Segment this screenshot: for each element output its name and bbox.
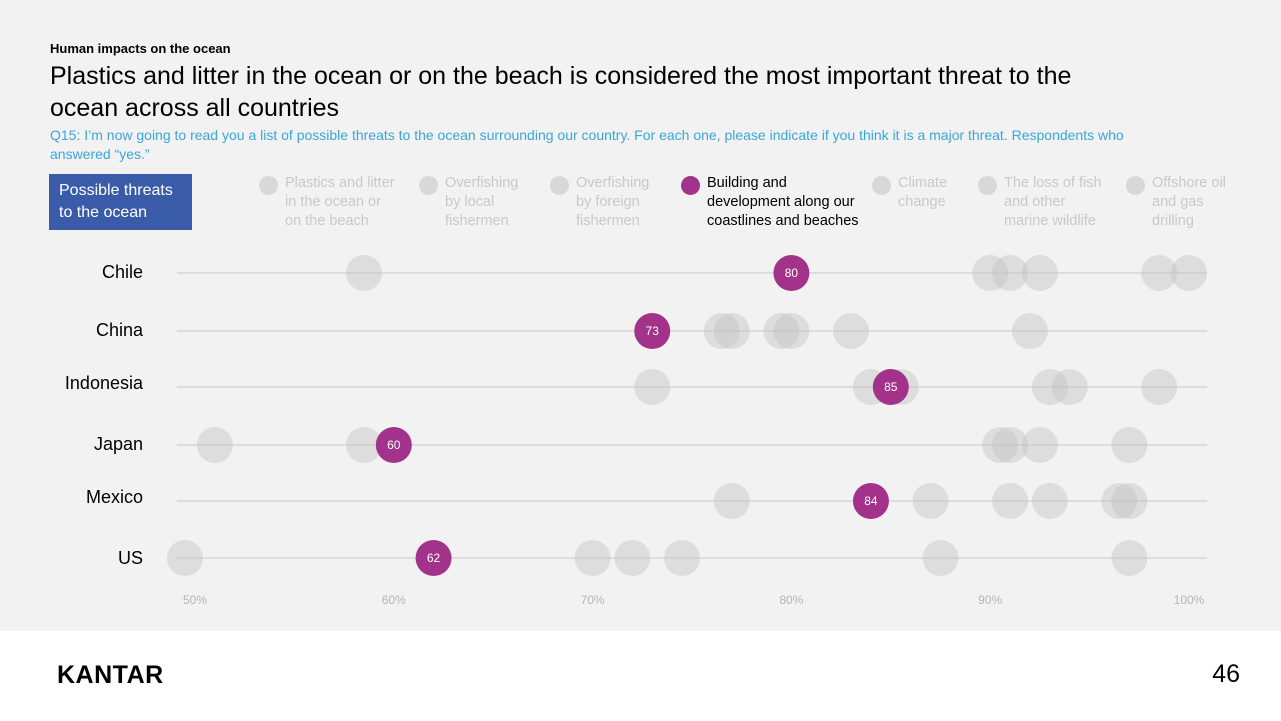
country-label: China bbox=[96, 320, 144, 340]
legend-dot bbox=[259, 176, 278, 195]
legend-dot bbox=[872, 176, 891, 195]
highlight-value-label: 84 bbox=[864, 494, 878, 508]
muted-dot bbox=[1171, 255, 1207, 291]
muted-dot bbox=[912, 483, 949, 519]
country-label: Chile bbox=[102, 262, 143, 282]
muted-dot bbox=[763, 313, 800, 349]
muted-dot bbox=[703, 313, 740, 349]
dot-plot-chart: Chile 80 China 73 Indonesia 85 Japan 60 Mexico 84… bbox=[65, 255, 1207, 607]
highlight-value-label: 62 bbox=[427, 551, 441, 565]
muted-dot bbox=[196, 427, 233, 463]
legend-dot bbox=[681, 176, 700, 195]
highlight-dot bbox=[634, 313, 671, 349]
highlight-dot bbox=[415, 540, 452, 576]
legend-label: Plastics and litter in the ocean or on t… bbox=[285, 175, 395, 229]
muted-dot bbox=[614, 540, 651, 576]
country-label: Mexico bbox=[86, 487, 143, 507]
legend-dot bbox=[1126, 176, 1145, 195]
muted-dot bbox=[634, 369, 671, 405]
muted-dot bbox=[972, 255, 1009, 291]
x-tick-label: 60% bbox=[382, 593, 406, 607]
x-tick-label: 80% bbox=[779, 593, 803, 607]
muted-dot bbox=[713, 483, 750, 519]
muted-dot bbox=[922, 540, 959, 576]
legend-label: Offshore oil and gas drilling bbox=[1152, 175, 1226, 229]
legend-dot bbox=[978, 176, 997, 195]
survey-question: Q15: I’m now going to read you a list of… bbox=[50, 127, 1124, 162]
highlight-dot bbox=[375, 427, 412, 463]
muted-dot bbox=[1021, 427, 1058, 463]
muted-dot bbox=[167, 540, 204, 576]
legend-label: Climate change bbox=[898, 175, 948, 210]
legend-item-4: Building and development along our coast… bbox=[681, 174, 859, 231]
muted-dot bbox=[1141, 255, 1178, 291]
muted-dot bbox=[713, 313, 750, 349]
country-label: Japan bbox=[94, 434, 143, 454]
slide-background bbox=[0, 0, 1281, 631]
kantar-logo: KANTAR bbox=[57, 661, 164, 689]
section-eyebrow: Human impacts on the ocean bbox=[50, 41, 231, 56]
highlight-value-label: 80 bbox=[785, 266, 799, 280]
page-number: 46 bbox=[1212, 660, 1240, 688]
muted-dot bbox=[1101, 483, 1138, 519]
slide-headline: Plastics and litter in the ocean or on t… bbox=[50, 62, 1072, 122]
muted-dot bbox=[982, 427, 1019, 463]
legend-label: The loss of fish and other marine wildli… bbox=[1004, 175, 1102, 229]
muted-dot bbox=[1051, 369, 1088, 405]
highlight-value-label: 73 bbox=[646, 324, 660, 338]
muted-dot bbox=[1021, 255, 1058, 291]
muted-dot bbox=[992, 483, 1029, 519]
x-tick-label: 90% bbox=[978, 593, 1002, 607]
legend-item-3: Overfishing by foreign fishermen bbox=[550, 174, 649, 231]
highlight-dot bbox=[852, 483, 889, 519]
highlight-value-label: 60 bbox=[387, 438, 401, 452]
muted-dot bbox=[345, 255, 382, 291]
legend-item-1: Plastics and litter in the ocean or on t… bbox=[259, 174, 395, 231]
muted-dot bbox=[1011, 313, 1048, 349]
muted-dot bbox=[833, 313, 870, 349]
muted-dot bbox=[1111, 483, 1148, 519]
legend-dot bbox=[419, 176, 438, 195]
legend-item-7: Offshore oil and gas drilling bbox=[1126, 174, 1226, 231]
muted-dot bbox=[773, 313, 810, 349]
legend-dot bbox=[550, 176, 569, 195]
legend-label: Overfishing by local fishermen bbox=[445, 175, 519, 229]
x-tick-label: 50% bbox=[183, 593, 207, 607]
muted-dot bbox=[1031, 369, 1068, 405]
x-tick-label: 100% bbox=[1174, 593, 1205, 607]
muted-dot bbox=[1031, 483, 1068, 519]
legend-item-2: Overfishing by local fishermen bbox=[419, 174, 518, 231]
muted-dot bbox=[1141, 369, 1178, 405]
country-label: Indonesia bbox=[65, 373, 144, 393]
x-tick-label: 70% bbox=[581, 593, 605, 607]
legend-label: Overfishing by foreign fishermen bbox=[576, 175, 650, 229]
muted-dot bbox=[992, 255, 1029, 291]
highlight-dot bbox=[872, 369, 909, 405]
legend-label: Building and development along our coast… bbox=[707, 175, 859, 229]
muted-dot bbox=[1111, 540, 1148, 576]
legend-item-6: The loss of fish and other marine wildli… bbox=[978, 174, 1102, 231]
country-label: US bbox=[118, 548, 143, 568]
muted-dot bbox=[345, 427, 382, 463]
muted-dot bbox=[574, 540, 611, 576]
muted-dot bbox=[1111, 427, 1148, 463]
legend-item-5: Climate change bbox=[872, 174, 947, 212]
highlight-dot bbox=[773, 255, 810, 291]
muted-dot bbox=[664, 540, 701, 576]
muted-dot bbox=[992, 427, 1029, 463]
threats-label-box: Possible threats to the ocean bbox=[49, 174, 192, 230]
highlight-value-label: 85 bbox=[884, 380, 898, 394]
